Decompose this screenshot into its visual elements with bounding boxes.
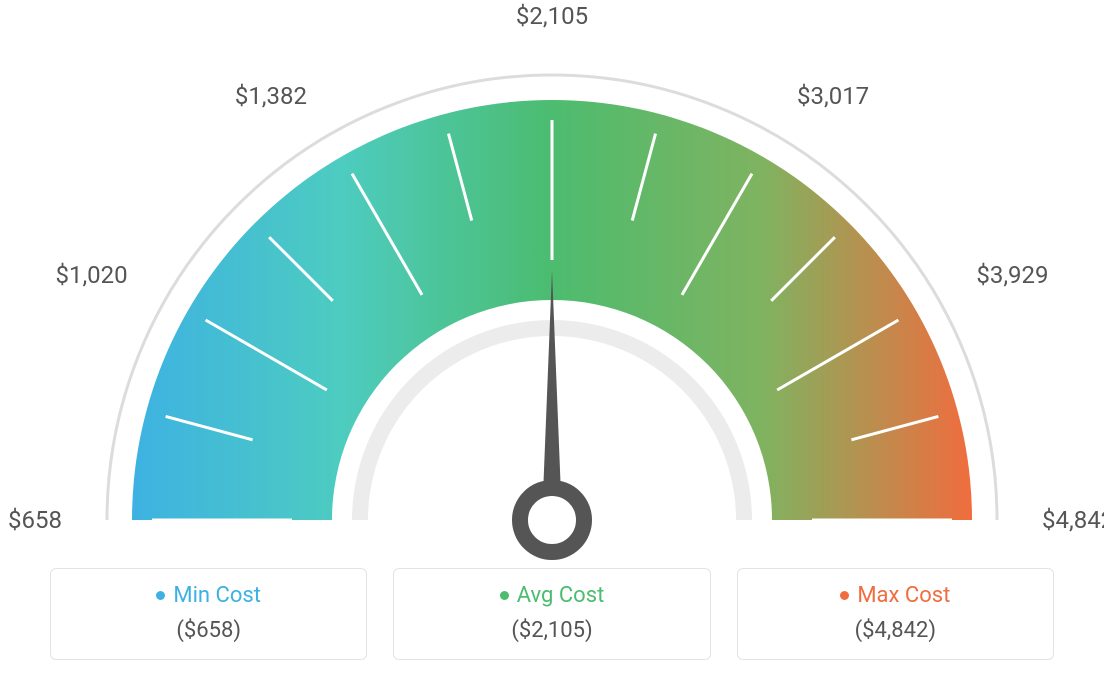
legend-value-min: ($658) bbox=[61, 618, 356, 643]
legend-title-text: Min Cost bbox=[173, 583, 261, 608]
legend-title-min: Min Cost bbox=[156, 583, 261, 608]
legend-title-text: Max Cost bbox=[857, 583, 950, 608]
gauge-svg bbox=[0, 0, 1104, 560]
gauge-tick-label: $658 bbox=[8, 506, 62, 534]
gauge-tick-label: $1,382 bbox=[235, 82, 307, 110]
cost-gauge-infographic: $658 $1,020 $1,382 $2,105 $3,017 $3,929 $4,842… bbox=[0, 0, 1104, 690]
gauge-tick-label: $1,020 bbox=[55, 261, 127, 289]
legend-dot-icon bbox=[840, 591, 849, 600]
gauge-tick-label: $3,929 bbox=[976, 261, 1048, 289]
legend-card-avg: Avg Cost ($2,105) bbox=[393, 568, 710, 660]
legend-dot-icon bbox=[156, 591, 165, 600]
legend-title-text: Avg Cost bbox=[517, 583, 605, 608]
gauge-tick-label: $3,017 bbox=[797, 82, 869, 110]
gauge-tick-label: $2,105 bbox=[516, 2, 588, 30]
legend-card-min: Min Cost ($658) bbox=[50, 568, 367, 660]
gauge-tick-label: $4,842 bbox=[1042, 506, 1104, 534]
legend-card-max: Max Cost ($4,842) bbox=[737, 568, 1054, 660]
legend-row: Min Cost ($658) Avg Cost ($2,105) Max Co… bbox=[50, 568, 1054, 660]
gauge-hub bbox=[520, 488, 584, 552]
gauge-chart: $658 $1,020 $1,382 $2,105 $3,017 $3,929 $4,842 bbox=[0, 0, 1104, 560]
legend-dot-icon bbox=[500, 591, 509, 600]
legend-title-max: Max Cost bbox=[840, 583, 950, 608]
legend-value-max: ($4,842) bbox=[748, 618, 1043, 643]
legend-title-avg: Avg Cost bbox=[500, 583, 605, 608]
legend-value-avg: ($2,105) bbox=[404, 618, 699, 643]
